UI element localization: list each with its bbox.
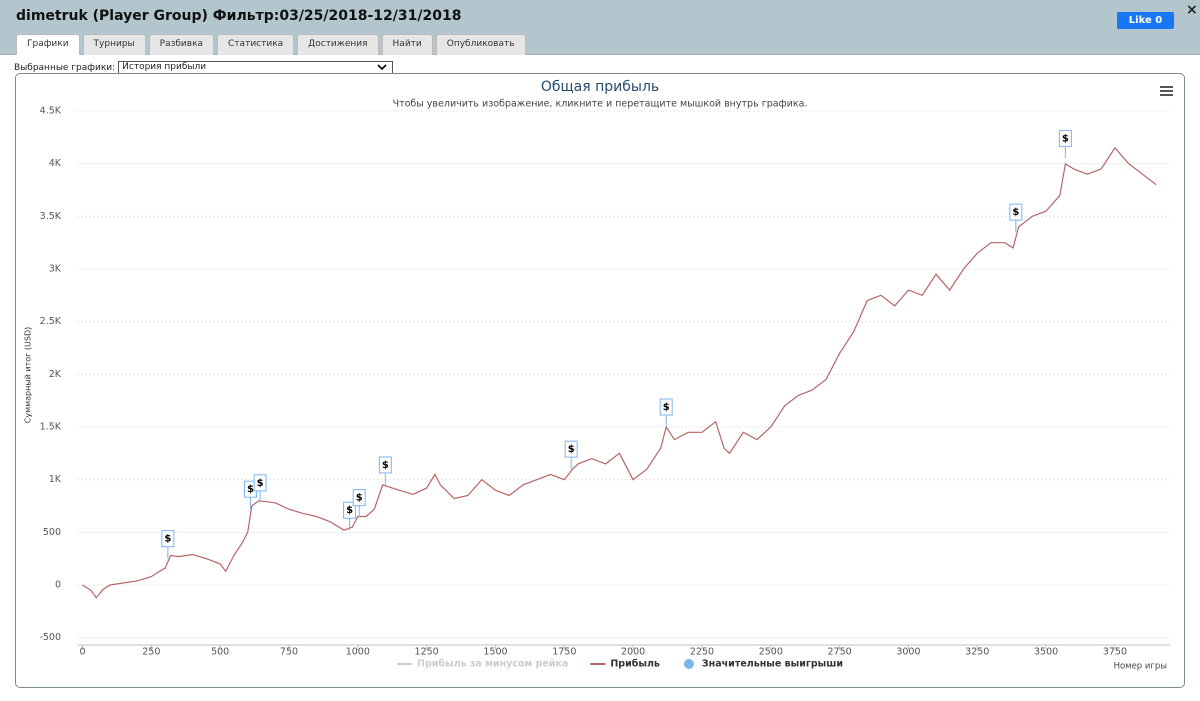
legend-label: Прибыль за минусом рейка: [417, 659, 568, 670]
flag-box: [378, 456, 392, 474]
y-tick-label: 2.5K: [40, 316, 62, 327]
tab[interactable]: Статистика: [217, 34, 295, 55]
flag-label: $: [1012, 207, 1019, 218]
y-tick-label: -500: [39, 632, 61, 643]
flag-box: [253, 474, 267, 492]
x-tick-label: 0: [79, 647, 85, 658]
y-tick-label: 1.5K: [40, 422, 62, 433]
flag-box: [1058, 129, 1072, 147]
header-title: dimetruk (Player Group) Фильтр:03/25/201…: [16, 8, 462, 24]
flag-box: [161, 530, 175, 548]
x-tick-label: 1750: [552, 647, 576, 658]
x-tick-label: 3250: [965, 647, 989, 658]
y-tick-label: 4K: [49, 158, 62, 169]
flag-label: $: [663, 402, 670, 413]
tab[interactable]: Опубликовать: [435, 34, 526, 55]
selector-value: История прибыли: [122, 62, 207, 72]
flag-box: [1009, 203, 1023, 221]
legend-label: Значительные выигрыши: [702, 659, 843, 670]
tabs: Графики Турниры Разбивка Статистика Достижен…: [16, 34, 526, 55]
x-tick-label: 500: [211, 647, 229, 658]
y-tick-label: 2K: [49, 369, 62, 380]
tab[interactable]: Разбивка: [148, 34, 215, 55]
y-tick-label: 500: [43, 527, 61, 538]
legend-item[interactable]: Значительные выигрыши: [683, 659, 843, 670]
chart-subtitle: Чтобы увеличить изображение, кликните и …: [393, 99, 808, 110]
legend-item[interactable]: Прибыль: [590, 659, 660, 670]
x-tick-label: 3750: [1103, 647, 1127, 658]
tab[interactable]: Турниры: [82, 34, 146, 55]
flag-label: $: [257, 478, 264, 489]
y-axis-label: Суммарный итог (USD): [24, 327, 33, 424]
close-button[interactable]: ×: [1186, 2, 1198, 18]
x-tick-label: 1500: [483, 647, 507, 658]
legend-item[interactable]: Прибыль за минусом рейка: [397, 659, 568, 670]
x-tick-label: 3000: [896, 647, 920, 658]
chart-title: Общая прибыль: [541, 79, 659, 95]
legend-label: Прибыль: [610, 659, 660, 670]
win-flag: $: [161, 530, 175, 559]
x-tick-label: 1000: [346, 647, 370, 658]
like-button[interactable]: Like 0: [1117, 12, 1174, 29]
win-flag: $: [659, 398, 673, 428]
x-tick-label: 750: [280, 647, 298, 658]
chart-frame: [15, 73, 1185, 688]
win-flag: $: [1009, 203, 1023, 233]
menu-icon[interactable]: [1160, 86, 1173, 96]
x-tick-label: 3500: [1034, 647, 1058, 658]
tab[interactable]: Достижения: [297, 34, 379, 55]
flag-label: $: [356, 493, 363, 504]
profit-line: [82, 146, 1157, 599]
x-tick-label: 2750: [828, 647, 852, 658]
y-tick-label: 3K: [49, 264, 62, 275]
flag-label: $: [346, 505, 353, 516]
x-tick-label: 2000: [621, 647, 645, 658]
tab[interactable]: Графики: [16, 34, 80, 55]
x-tick-label: 2250: [690, 647, 714, 658]
win-flag: $: [378, 456, 392, 485]
flag-label: $: [382, 460, 389, 471]
dropdown-arrow: [377, 64, 387, 71]
y-tick-label: 3.5K: [40, 211, 62, 222]
win-flag: $: [352, 489, 366, 518]
win-flag: $: [343, 501, 357, 531]
tab[interactable]: Найти: [381, 34, 433, 55]
flag-label: $: [247, 484, 254, 495]
flag-box: [659, 398, 673, 416]
selector-label: Выбранные графики:: [14, 62, 116, 73]
x-axis-label: Номер игры: [1114, 662, 1167, 672]
header: dimetruk (Player Group) Фильтр:03/25/201…: [0, 0, 1200, 55]
x-tick-label: 1250: [415, 647, 439, 658]
x-tick-label: 250: [142, 647, 160, 658]
flag-label: $: [568, 444, 575, 455]
y-tick-label: 1K: [49, 474, 62, 485]
x-tick-label: 2500: [759, 647, 783, 658]
flag-label: $: [1062, 133, 1069, 144]
y-tick-label: 0: [55, 580, 61, 591]
win-flag: $: [253, 474, 267, 503]
flag-box: [352, 489, 366, 507]
win-flag: $: [564, 440, 578, 470]
legend-swatch: [683, 659, 694, 669]
win-flag: $: [1058, 129, 1072, 159]
flag-box: [343, 501, 357, 519]
flag-box: [564, 440, 578, 458]
flag-label: $: [164, 534, 171, 545]
y-tick-label: 4.5K: [40, 106, 62, 117]
